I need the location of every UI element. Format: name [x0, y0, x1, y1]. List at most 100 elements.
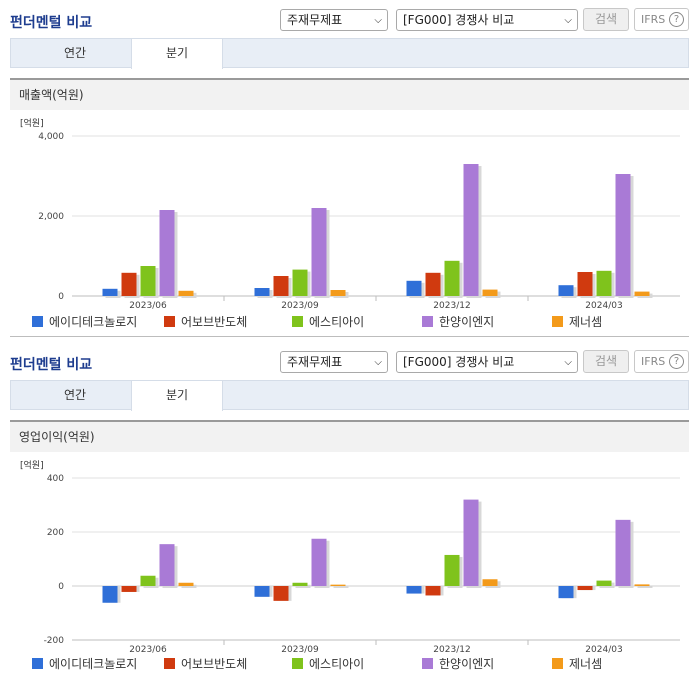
- bar-2023-12-s1[interactable]: [425, 586, 441, 596]
- peer-select[interactable]: [FG000] 경쟁사 비교 ⌵: [396, 9, 578, 31]
- bar-2023-06-s4[interactable]: [178, 582, 194, 586]
- section-header: 펀더멘털 비교 주재무제표 ⌵ [FG000] 경쟁사 비교 ⌵ 검색 IFRS…: [0, 342, 696, 378]
- bar-2023-06-s2[interactable]: [140, 266, 156, 296]
- x-tick-label: 2023/12: [433, 645, 470, 654]
- legend-item[interactable]: 한양이엔지: [422, 655, 494, 672]
- help-icon[interactable]: ?: [669, 354, 684, 369]
- bar-2023-12-s2[interactable]: [444, 554, 460, 586]
- peer-select-value: [FG000] 경쟁사 비교: [403, 13, 515, 27]
- section-header: 펀더멘털 비교 주재무제표 ⌵ [FG000] 경쟁사 비교 ⌵ 검색 IFRS…: [0, 0, 696, 36]
- bar-2023-06-s1[interactable]: [121, 272, 137, 296]
- legend-item[interactable]: 에스티아이: [292, 313, 364, 330]
- tab-annual[interactable]: 연간: [63, 46, 87, 60]
- revenue-chart: [억원] 0 2,000 4,000 2023/06 2023/09 2023/12 2024…: [20, 117, 680, 311]
- y-tick-label: 400: [47, 474, 64, 484]
- chart-legend: 에이디테크놀로지 어보브반도체 에스티아이 한양이엔지 제너셈: [10, 313, 689, 333]
- x-tick-label: 2023/12: [433, 301, 470, 311]
- bar-2024-03-s0[interactable]: [558, 586, 574, 599]
- bar-2024-03-s1[interactable]: [577, 272, 593, 296]
- chart-legend: 에이디테크놀로지 어보브반도체 에스티아이 한양이엔지 제너셈: [10, 655, 689, 675]
- legend-swatch: [422, 658, 433, 669]
- bar-2023-12-s0[interactable]: [406, 586, 422, 594]
- legend-swatch: [552, 316, 563, 327]
- bar-2023-06-s1[interactable]: [121, 586, 137, 592]
- ifrs-button[interactable]: IFRS ?: [634, 350, 689, 373]
- legend-label: 제너셈: [569, 315, 603, 329]
- bar-2023-06-s0[interactable]: [102, 586, 118, 603]
- legend-swatch: [164, 658, 175, 669]
- legend-item[interactable]: 에스티아이: [292, 655, 364, 672]
- bar-2023-09-s4[interactable]: [330, 584, 346, 586]
- bar-2024-03-s2[interactable]: [596, 580, 612, 586]
- y-unit-label: [억원]: [20, 117, 44, 129]
- bar-2024-03-s4[interactable]: [634, 584, 650, 586]
- bar-2024-03-s0[interactable]: [558, 285, 574, 296]
- y-unit-label: [억원]: [20, 459, 44, 471]
- legend-swatch: [292, 316, 303, 327]
- bar-2023-12-s4[interactable]: [482, 579, 498, 586]
- legend-label: 한양이엔지: [439, 315, 495, 329]
- bar-2023-06-s0[interactable]: [102, 288, 118, 296]
- bar-2023-09-s3[interactable]: [311, 208, 327, 296]
- period-tabs: 연간 분기: [10, 380, 689, 411]
- bar-2023-06-s2[interactable]: [140, 575, 156, 586]
- bar-2024-03-s3[interactable]: [615, 519, 631, 586]
- y-tick-label: 200: [47, 528, 64, 538]
- bar-2024-03-s4[interactable]: [634, 291, 650, 296]
- legend-label: 에스티아이: [309, 315, 365, 329]
- legend-item[interactable]: 제너셈: [552, 313, 602, 330]
- bar-2024-03-s1[interactable]: [577, 586, 593, 591]
- peer-select[interactable]: [FG000] 경쟁사 비교 ⌵: [396, 351, 578, 373]
- legend-item[interactable]: 제너셈: [552, 655, 602, 672]
- bar-2023-12-s0[interactable]: [406, 280, 422, 296]
- legend-item[interactable]: 한양이엔지: [422, 313, 494, 330]
- bar-2023-12-s3[interactable]: [463, 499, 479, 586]
- chevron-down-icon: ⌵: [374, 15, 382, 26]
- x-tick-label: 2023/09: [281, 301, 319, 311]
- legend-label: 에이디테크놀로지: [49, 657, 138, 671]
- tab-quarterly[interactable]: 분기: [131, 381, 223, 411]
- help-icon[interactable]: ?: [669, 12, 684, 27]
- search-button[interactable]: 검색: [583, 350, 629, 373]
- bar-2023-06-s3[interactable]: [159, 210, 175, 296]
- legend-label: 어보브반도체: [181, 315, 248, 329]
- bar-2023-12-s3[interactable]: [463, 164, 479, 296]
- y-tick-label: 0: [58, 582, 64, 592]
- bar-2024-03-s3[interactable]: [615, 174, 631, 296]
- ifrs-button[interactable]: IFRS ?: [634, 8, 689, 31]
- bar-2023-09-s0[interactable]: [254, 288, 270, 296]
- x-tick-label: 2024/03: [585, 301, 622, 311]
- x-tick-label: 2023/09: [281, 645, 319, 654]
- bar-2023-12-s2[interactable]: [444, 260, 460, 296]
- legend-label: 한양이엔지: [439, 657, 495, 671]
- bar-2023-09-s2[interactable]: [292, 582, 308, 586]
- bar-shadow: [295, 584, 311, 588]
- bar-2023-12-s1[interactable]: [425, 272, 441, 296]
- bar-2023-09-s4[interactable]: [330, 290, 346, 296]
- bar-2023-06-s3[interactable]: [159, 544, 175, 586]
- statement-select-value: 주재무제표: [287, 13, 343, 27]
- legend-label: 에스티아이: [309, 657, 365, 671]
- bar-2023-09-s3[interactable]: [311, 538, 327, 586]
- bar-2023-09-s1[interactable]: [273, 276, 289, 296]
- tab-quarterly[interactable]: 분기: [131, 39, 223, 69]
- fundamental-section-operating-profit: 펀더멘털 비교 주재무제표 ⌵ [FG000] 경쟁사 비교 ⌵ 검색 IFRS…: [0, 342, 696, 684]
- bar-2023-12-s4[interactable]: [482, 289, 498, 296]
- bar-2023-09-s0[interactable]: [254, 586, 270, 597]
- legend-item[interactable]: 에이디테크놀로지: [32, 655, 137, 672]
- tab-annual[interactable]: 연간: [63, 388, 87, 402]
- statement-select[interactable]: 주재무제표 ⌵: [280, 351, 388, 373]
- bar-2023-09-s1[interactable]: [273, 586, 289, 601]
- legend-item[interactable]: 어보브반도체: [164, 313, 247, 330]
- panel-title: 영업이익(억원): [10, 420, 689, 452]
- search-button[interactable]: 검색: [583, 8, 629, 31]
- statement-select[interactable]: 주재무제표 ⌵: [280, 9, 388, 31]
- bar-2024-03-s2[interactable]: [596, 270, 612, 296]
- legend-label: 제너셈: [569, 657, 603, 671]
- legend-item[interactable]: 어보브반도체: [164, 655, 247, 672]
- bar-2023-09-s2[interactable]: [292, 269, 308, 296]
- legend-item[interactable]: 에이디테크놀로지: [32, 313, 137, 330]
- bar-2023-06-s4[interactable]: [178, 290, 194, 296]
- peer-select-value: [FG000] 경쟁사 비교: [403, 355, 515, 369]
- y-tick-label: 2,000: [38, 212, 64, 222]
